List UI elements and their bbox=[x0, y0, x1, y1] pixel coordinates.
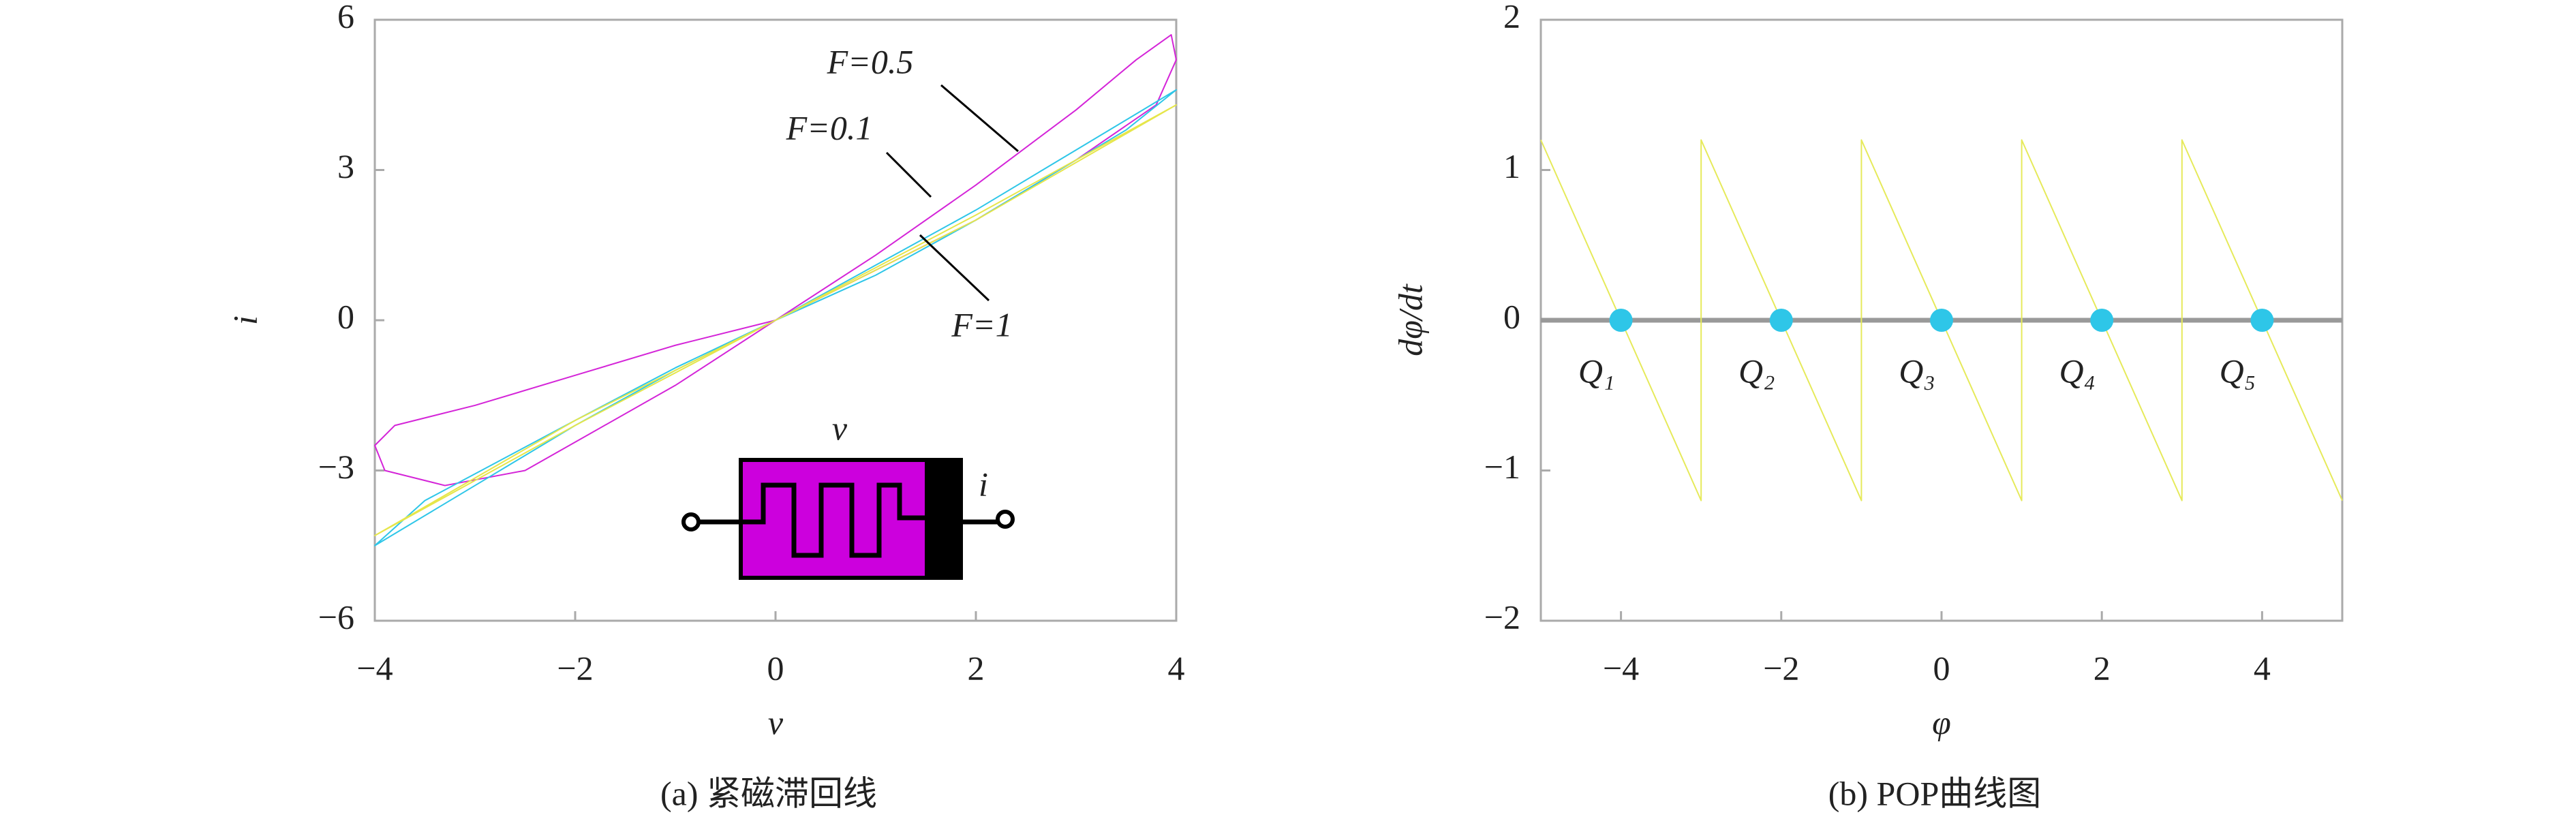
point bbox=[1769, 309, 1793, 332]
x-tick-label: −2 bbox=[1763, 649, 1799, 687]
point bbox=[2090, 309, 2114, 332]
point-label: Q₁ bbox=[1578, 352, 1615, 390]
x-axis-label: φ bbox=[1932, 703, 1951, 741]
x-tick-label: 0 bbox=[1933, 649, 1950, 687]
x-tick-label: 4 bbox=[1168, 649, 1185, 687]
terminal bbox=[681, 512, 701, 531]
x-tick-label: 2 bbox=[968, 649, 985, 687]
caption: (b) POP曲线图 bbox=[1828, 774, 2042, 812]
series-line bbox=[374, 34, 1177, 486]
y-tick-label: 6 bbox=[337, 0, 354, 35]
memristor-band bbox=[925, 460, 961, 578]
point-label: Q₃ bbox=[1899, 352, 1935, 390]
annotation-leader bbox=[919, 234, 990, 302]
y-tick-label: −6 bbox=[318, 598, 354, 636]
point-label: Q₂ bbox=[1738, 352, 1775, 390]
y-tick-label: 2 bbox=[1503, 0, 1520, 35]
y-tick-label: −3 bbox=[318, 448, 354, 486]
y-axis-label: dφ/dt bbox=[1391, 283, 1429, 356]
series-line bbox=[374, 104, 1177, 537]
x-tick-label: −4 bbox=[1603, 649, 1639, 687]
y-tick-label: 0 bbox=[337, 297, 354, 335]
point-label: Q₄ bbox=[2059, 352, 2096, 390]
x-tick-label: −2 bbox=[557, 649, 593, 687]
point bbox=[2250, 309, 2274, 332]
terminal bbox=[996, 510, 1015, 529]
y-tick-label: −2 bbox=[1484, 598, 1520, 636]
x-tick-label: 4 bbox=[2254, 649, 2271, 687]
annotation-leader bbox=[885, 151, 932, 198]
inset-label: v bbox=[832, 409, 848, 447]
y-axis-label: i bbox=[226, 315, 264, 325]
annotation: F=1 bbox=[951, 305, 1012, 343]
memristor-inset bbox=[681, 458, 1015, 580]
y-tick-label: −1 bbox=[1484, 448, 1520, 486]
inset-label: i bbox=[979, 465, 988, 503]
point bbox=[1609, 309, 1633, 332]
annotation: F=0.1 bbox=[786, 108, 873, 146]
x-axis-label: v bbox=[768, 703, 784, 741]
x-tick-label: 0 bbox=[767, 649, 784, 687]
annotation: F=0.5 bbox=[827, 42, 914, 80]
annotation-leader bbox=[940, 84, 1019, 153]
point-label: Q₅ bbox=[2220, 352, 2256, 390]
y-tick-label: 0 bbox=[1503, 297, 1520, 335]
caption: (a) 紧磁滞回线 bbox=[660, 774, 877, 812]
y-tick-label: 3 bbox=[337, 147, 354, 185]
x-tick-label: 2 bbox=[2094, 649, 2111, 687]
y-tick-label: 1 bbox=[1503, 147, 1520, 185]
memristor-wave bbox=[741, 482, 925, 558]
x-tick-label: −4 bbox=[356, 649, 393, 687]
point bbox=[1930, 309, 1953, 332]
